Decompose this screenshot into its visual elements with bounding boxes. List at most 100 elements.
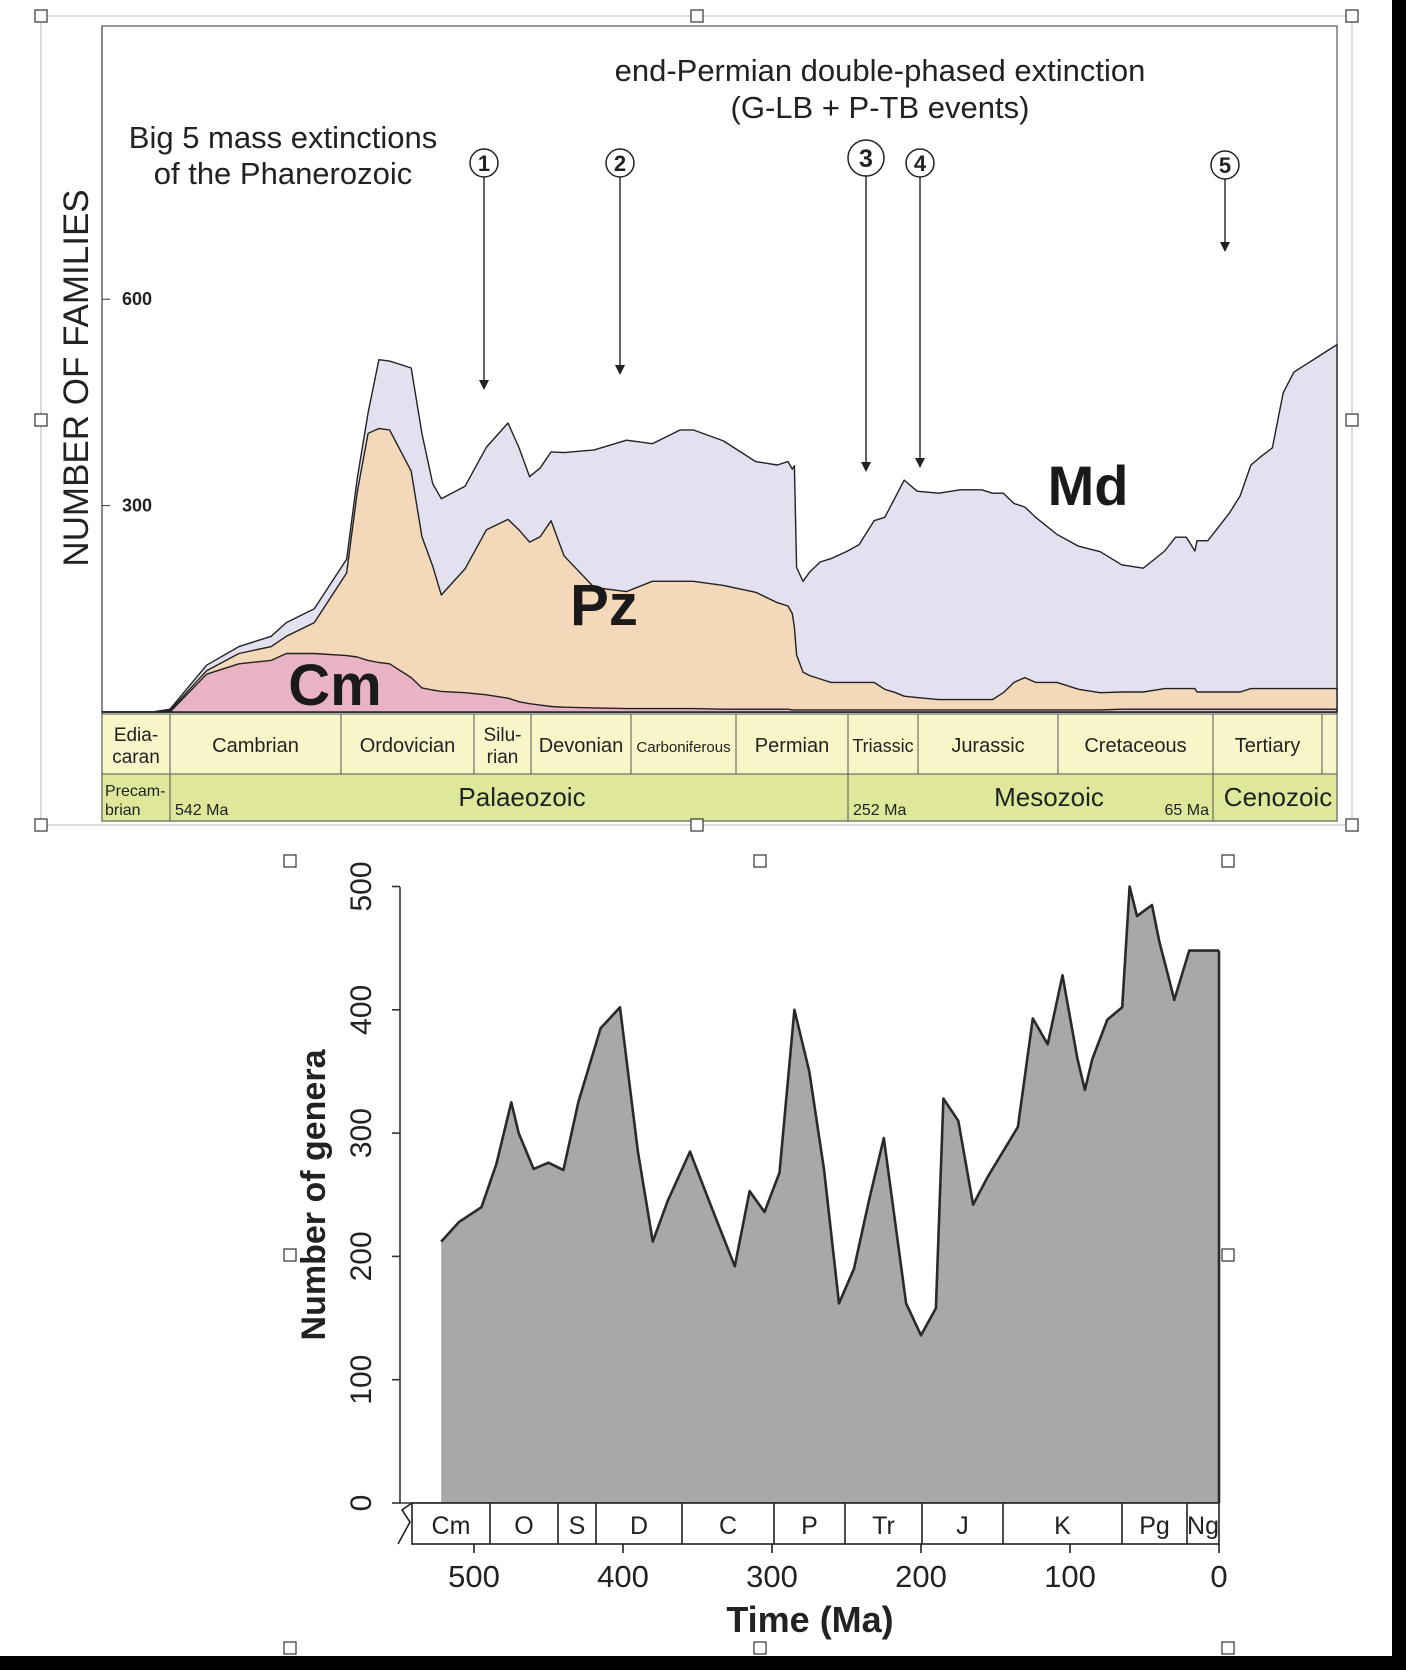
genera-period-label: J xyxy=(956,1512,969,1540)
resize-handle xyxy=(1345,413,1359,427)
families-title-line1: Big 5 mass extinctions xyxy=(129,120,437,155)
extinction-marker-number: 3 xyxy=(859,145,873,173)
extinction-arrowhead xyxy=(861,462,871,472)
genera-period-label: C xyxy=(719,1512,737,1540)
genera-period-label: S xyxy=(569,1512,586,1540)
resize-handle xyxy=(1221,854,1235,868)
resize-handle xyxy=(34,818,48,832)
genera-x-tick-label: 400 xyxy=(597,1559,649,1594)
period-label: caran xyxy=(112,747,160,768)
resize-handle xyxy=(283,854,297,868)
resize-handle xyxy=(690,818,704,832)
period-label: Jurassic xyxy=(951,735,1024,757)
families-title-line2: of the Phanerozoic xyxy=(154,156,413,191)
families-y-tick-label: 600 xyxy=(122,289,152,309)
resize-handle xyxy=(753,854,767,868)
genera-y-tick-label: 400 xyxy=(345,985,378,1035)
resize-handle xyxy=(1221,1641,1235,1655)
resize-handle xyxy=(34,9,48,23)
resize-handle xyxy=(283,1248,297,1262)
genera-period-label: P xyxy=(801,1512,818,1540)
frame-edge-bottom xyxy=(0,1656,1406,1670)
families-y-axis-label: NUMBER OF FAMILIES xyxy=(57,189,96,566)
time-scale-bands: Edia-caran Cambrian Ordovician Silu-rian Dev… xyxy=(105,714,1332,821)
genera-x-tick-label: 100 xyxy=(1044,1559,1096,1594)
era-band xyxy=(101,773,1338,822)
genera-y-tick-label: 300 xyxy=(345,1108,378,1158)
area-labels: Md Pz Cm xyxy=(288,454,1128,718)
period-label: Devonian xyxy=(539,735,624,757)
genera-period-band-frame xyxy=(411,1502,1220,1545)
era-boundary-label: 65 Ma xyxy=(1165,802,1210,819)
period-label: rian xyxy=(487,747,519,768)
genera-x-tick-label: 200 xyxy=(895,1559,947,1594)
period-label: Permian xyxy=(755,735,829,757)
selection-handles xyxy=(34,9,1359,1655)
resize-handle xyxy=(283,1641,297,1655)
area-label-cm: Cm xyxy=(288,653,381,718)
genera-y-tick-label: 200 xyxy=(345,1231,378,1281)
period-label: Cambrian xyxy=(212,735,299,757)
families-y-ticks: 600 300 xyxy=(102,289,152,516)
genera-chart: 0 100 200 300 400 500 Cm O S D C P Tr J K Pg Ng 500 400 3… xyxy=(295,861,1228,1640)
genera-x-tick-label: 300 xyxy=(746,1559,798,1594)
genera-x-tick-label: 500 xyxy=(448,1559,500,1594)
resize-handle xyxy=(1345,818,1359,832)
area-label-pz: Pz xyxy=(570,573,638,638)
period-label: Edia- xyxy=(114,725,158,746)
extinction-arrowhead xyxy=(1220,242,1230,252)
genera-y-tick-label: 0 xyxy=(345,1495,378,1512)
extinction-markers: 1 2 3 4 5 xyxy=(469,139,1240,472)
genera-period-label: Tr xyxy=(872,1512,895,1540)
genera-period-label: Ng xyxy=(1187,1512,1219,1540)
genera-x-ticks: 500 400 300 200 100 0 xyxy=(448,1544,1228,1594)
genera-period-label: K xyxy=(1054,1512,1071,1540)
genera-period-label: O xyxy=(514,1512,533,1540)
genera-period-label: Pg xyxy=(1139,1512,1170,1540)
resize-handle xyxy=(690,9,704,23)
axis-break-mark xyxy=(397,1502,413,1545)
genera-x-axis-label: Time (Ma) xyxy=(726,1599,893,1640)
period-band xyxy=(101,713,1338,775)
period-label: Cretaceous xyxy=(1084,735,1186,757)
era-label: Palaeozoic xyxy=(458,782,585,812)
era-label: Cenozoic xyxy=(1224,782,1332,812)
period-label: Ordovician xyxy=(360,735,456,757)
families-subtitle-line1: end-Permian double-phased extinction xyxy=(615,53,1146,88)
genera-area xyxy=(440,885,1221,1503)
era-label: Precam- xyxy=(105,783,165,800)
genera-area-fill xyxy=(441,886,1219,1503)
resize-handle xyxy=(34,413,48,427)
genera-y-ticks: 0 100 200 300 400 500 xyxy=(345,861,400,1511)
extinction-arrowhead xyxy=(479,380,489,390)
area-series-cm xyxy=(101,652,1338,713)
genera-y-axis-label: Number of genera xyxy=(295,1048,333,1340)
genera-period-label: Cm xyxy=(432,1512,471,1540)
families-subtitle-line2: (G-LB + P-TB events) xyxy=(731,90,1030,125)
extinction-arrowhead xyxy=(915,458,925,468)
extinction-arrowhead xyxy=(615,365,625,375)
genera-y-tick-label: 500 xyxy=(345,861,378,911)
period-label: Tertiary xyxy=(1235,735,1301,757)
period-label: Carboniferous xyxy=(636,739,730,756)
genera-period-band: Cm O S D C P Tr J K Pg Ng xyxy=(397,1502,1220,1545)
era-boundary-label: 252 Ma xyxy=(853,802,906,819)
period-label: Triassic xyxy=(852,736,913,756)
resize-handle xyxy=(1345,9,1359,23)
resize-handle xyxy=(1221,1248,1235,1262)
era-label: Mesozoic xyxy=(994,782,1104,812)
area-series-pz xyxy=(101,427,1338,713)
era-label: brian xyxy=(105,802,141,819)
extinction-marker-number: 4 xyxy=(914,151,927,176)
genera-x-tick-label: 0 xyxy=(1210,1559,1227,1594)
families-area-layers xyxy=(101,343,1338,713)
extinction-marker-number: 1 xyxy=(478,151,490,176)
genera-period-label: D xyxy=(630,1512,648,1540)
families-y-tick-label: 300 xyxy=(122,496,152,516)
period-label: Silu- xyxy=(483,725,521,746)
extinction-marker-number: 5 xyxy=(1219,153,1231,178)
families-chart: Edia-caran Cambrian Ordovician Silu-rian Dev… xyxy=(40,15,1353,826)
resize-handle xyxy=(753,1641,767,1655)
genera-y-tick-label: 100 xyxy=(345,1355,378,1405)
